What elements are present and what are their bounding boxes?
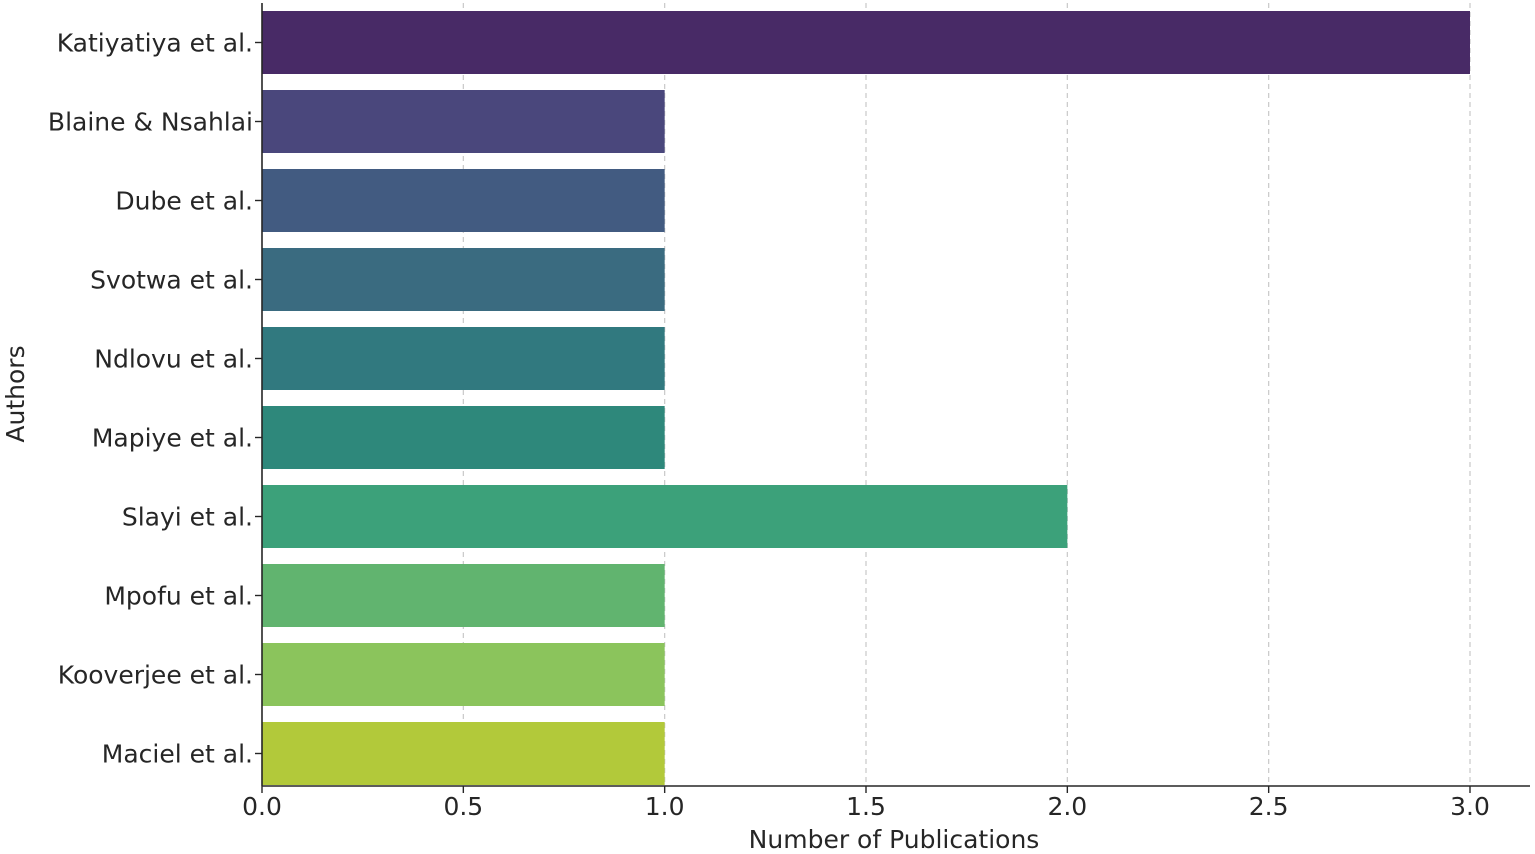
y-tick-label: Slayi et al. (122, 503, 253, 532)
y-tick-label: Dube et al. (115, 187, 253, 216)
x-tick-label: 3.0 (1450, 792, 1490, 821)
bar (262, 485, 1068, 548)
x-axis-label: Number of Publications (749, 825, 1040, 854)
y-tick-label: Mapiye et al. (92, 424, 253, 453)
y-tick-label: Blaine & Nsahlai (48, 108, 253, 137)
x-tick-label: 1.5 (846, 792, 886, 821)
x-ticks: 0.0 0.5 1.0 1.5 2.0 2.5 3.0 (242, 786, 1490, 821)
y-ticks: Katiyatiya et al. Blaine & Nsahlai Dube et… (48, 29, 262, 769)
y-tick-label: Svotwa et al. (90, 266, 253, 295)
bar (262, 406, 665, 469)
bar (262, 90, 665, 153)
x-tick-label: 2.5 (1249, 792, 1289, 821)
y-tick-label: Maciel et al. (102, 740, 253, 769)
x-tick-label: 0.0 (242, 792, 282, 821)
y-tick-label: Katiyatiya et al. (57, 29, 253, 58)
bar (262, 248, 665, 311)
y-axis-label: Authors (1, 345, 30, 442)
x-tick-label: 1.0 (645, 792, 685, 821)
y-tick-label: Mpofu et al. (104, 582, 253, 611)
bar (262, 327, 665, 390)
bar (262, 11, 1470, 74)
bars (262, 11, 1470, 785)
y-tick-label: Kooverjee et al. (58, 661, 253, 690)
bar (262, 564, 665, 627)
y-tick-label: Ndlovu et al. (94, 345, 253, 374)
bar (262, 643, 665, 706)
x-tick-label: 0.5 (443, 792, 483, 821)
bar (262, 169, 665, 232)
bar (262, 722, 665, 785)
axes (261, 3, 1530, 787)
x-tick-label: 2.0 (1047, 792, 1087, 821)
